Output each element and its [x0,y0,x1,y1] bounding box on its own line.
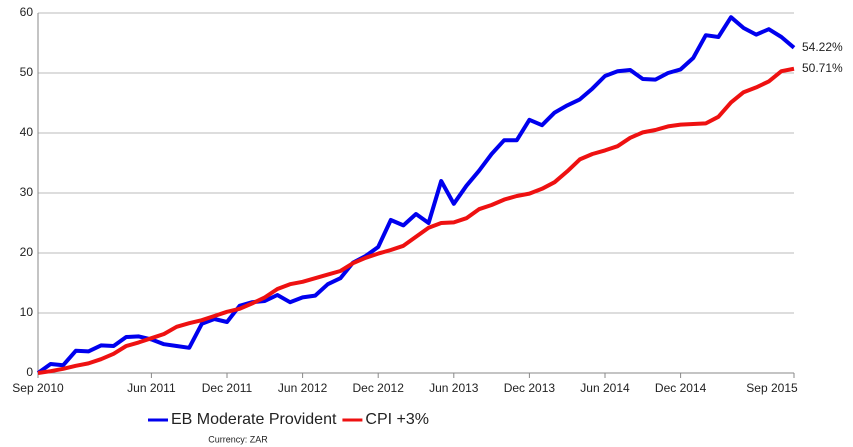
x-tick-label: Jun 2014 [580,381,630,395]
y-tick-label: 30 [20,185,34,199]
x-tick-label: Jun 2011 [127,381,176,395]
x-tick-label: Dec 2014 [655,381,707,395]
y-tick-label: 20 [20,245,34,259]
legend-label: CPI +3% [365,411,429,428]
y-tick-label: 60 [20,5,34,19]
x-tick-label: Dec 2013 [504,381,556,395]
x-tick-label: Sep 2010 [12,381,64,395]
caption: Currency: ZAR [208,434,268,444]
x-tick-label: Dec 2011 [202,381,253,395]
x-tick-label: Jun 2012 [278,381,328,395]
x-tick-label: Jun 2013 [429,381,479,395]
x-tick-label: Dec 2012 [353,381,405,395]
line-series [36,15,796,375]
legend-label: EB Moderate Provident [171,411,337,428]
y-tick-label: 10 [20,305,34,319]
y-tick-label: 40 [20,125,34,139]
value-label: 54.22% [802,40,843,54]
value-label: 50.71% [802,61,843,75]
line-series [37,66,795,375]
y-tick-label: 0 [26,365,33,379]
y-tick-label: 50 [20,65,34,79]
x-tick-label: Sep 2015 [746,381,798,395]
